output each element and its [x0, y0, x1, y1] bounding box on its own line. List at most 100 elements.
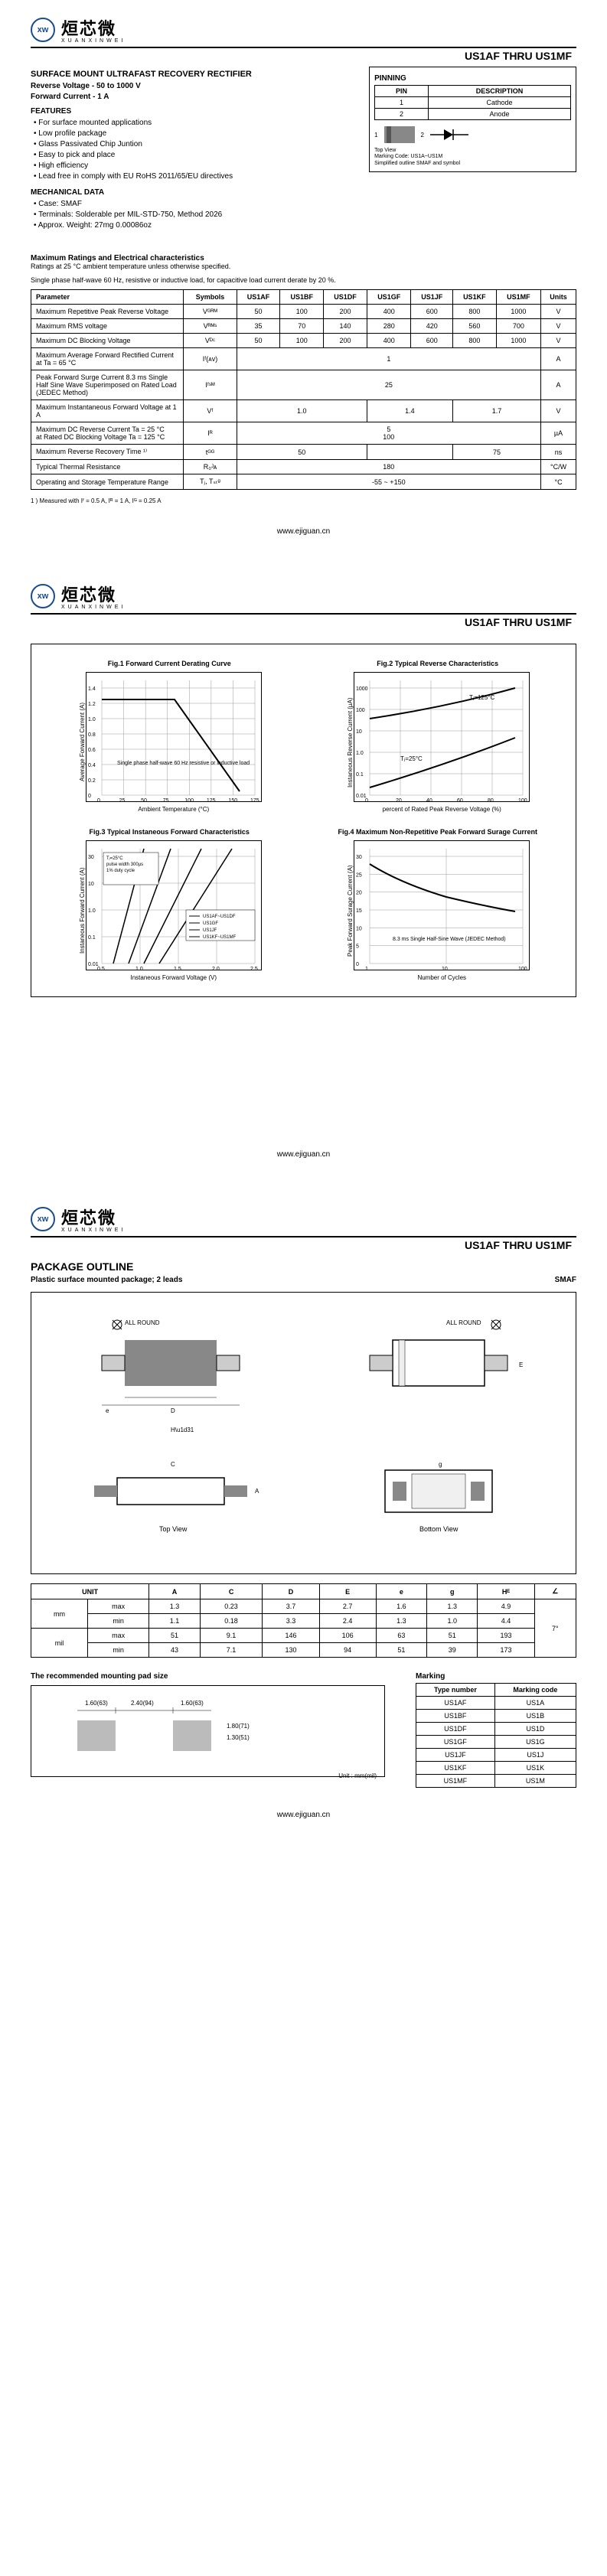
svg-text:1.5: 1.5 — [174, 967, 181, 970]
svg-text:20: 20 — [396, 798, 402, 802]
svg-text:g: g — [439, 1461, 442, 1468]
header-title: US1AF THRU US1MF — [31, 616, 576, 628]
svg-text:e: e — [106, 1407, 109, 1414]
svg-text:5: 5 — [356, 944, 359, 950]
svg-text:0: 0 — [356, 962, 359, 967]
svg-text:D: D — [171, 1407, 175, 1414]
table-row: Maximum RMS voltageVᴿᴹˢ35701402804205607… — [31, 319, 576, 334]
chart-label-2: Tⱼ=25°C — [400, 755, 423, 762]
chart-note: 8.3 ms Single Half-Sine Wave (JEDEC Meth… — [393, 937, 506, 942]
pin-note-3: Simplified outline SMAF and symbol — [374, 161, 571, 167]
package-drawing: ALL ROUND e D H\u1d31 ALL ROUND E — [31, 1292, 576, 1574]
mech-list: Case: SMAFTerminals: Solderable per MIL-… — [31, 199, 348, 231]
chart-ylabel: Instaneous Forward Current (A) — [77, 840, 86, 981]
header-title: US1AF THRU US1MF — [31, 50, 576, 62]
svg-text:Top View: Top View — [159, 1525, 188, 1533]
svg-text:1.4: 1.4 — [88, 686, 96, 692]
table-header: US1KF — [452, 290, 496, 305]
pinning-table: PINDESCRIPTION 1Cathode 2Anode — [374, 85, 571, 120]
logo-cn: 烜芯微 — [61, 15, 126, 40]
reverse-voltage: Reverse Voltage - 50 to 1000 V — [31, 82, 348, 90]
chart-svg: 0.010.11.0101001000020406080100 Tⱼ=125°C… — [354, 672, 530, 802]
header-title: US1AF THRU US1MF — [31, 1239, 576, 1251]
table-row: US1KFUS1K — [416, 1762, 576, 1775]
svg-text:2.0: 2.0 — [212, 967, 220, 970]
package-svg: ALL ROUND e D H\u1d31 ALL ROUND E — [41, 1302, 566, 1562]
mech-title: MECHANICAL DATA — [31, 188, 348, 197]
table-row: Maximum Average Forward Rectified Curren… — [31, 348, 576, 370]
dimensions-table: UNITACDEegHᴱ∠mmmax1.30.233.72.71.61.34.9… — [31, 1583, 576, 1658]
chart-ylabel: Instaneous Reverse Current (µA) — [345, 672, 354, 813]
svg-text:10: 10 — [356, 729, 362, 735]
svg-text:A: A — [255, 1488, 259, 1495]
forward-current: Forward Current - 1 A — [31, 93, 348, 101]
pin-num-2: 2 — [421, 132, 424, 139]
table-row: Maximum DC Blocking VoltageVᴰᶜ5010020040… — [31, 334, 576, 348]
logo-badge: xw — [31, 584, 55, 608]
table-header: Parameter — [31, 290, 184, 305]
table-row: US1DFUS1D — [416, 1723, 576, 1736]
logo-cn: 烜芯微 — [61, 582, 126, 606]
package-title: PACKAGE OUTLINE — [31, 1260, 576, 1273]
chart-xlabel: Number of Cycles — [354, 974, 530, 981]
chart-fig4: Fig.4 Maximum Non-Repetitive Peak Forwar… — [315, 828, 561, 981]
svg-text:H\u1d31: H\u1d31 — [171, 1427, 194, 1433]
table-row: Peak Forward Surge Current 8.3 ms Single… — [31, 370, 576, 400]
table-row: Maximum Instantaneous Forward Voltage at… — [31, 400, 576, 422]
logo-cn: 烜芯微 — [61, 1205, 126, 1229]
svg-text:20: 20 — [356, 891, 362, 896]
svg-text:0.8: 0.8 — [88, 732, 96, 738]
svg-text:80: 80 — [488, 798, 494, 802]
chart-title: Fig.1 Forward Current Derating Curve — [108, 660, 231, 667]
ratings-title: Maximum Ratings and Electrical character… — [31, 254, 576, 262]
chart-svg: 0.010.11.010300.51.01.52.02.5 Tⱼ=25°Cpul… — [86, 840, 262, 970]
svg-text:100: 100 — [184, 798, 194, 802]
main-title: SURFACE MOUNT ULTRAFAST RECOVERY RECTIFI… — [31, 70, 348, 79]
ratings-note-1: Ratings at 25 °C ambient temperature unl… — [31, 262, 576, 272]
svg-text:1.60(63): 1.60(63) — [85, 1700, 108, 1707]
svg-text:1.80(71): 1.80(71) — [227, 1723, 250, 1730]
pin-figure: 1 2 Top View Marking Code: US1A~US1M — [374, 126, 571, 167]
svg-text:ALL ROUND: ALL ROUND — [125, 1319, 160, 1326]
mech-item: Approx. Weight: 27mg 0.00086oz — [34, 220, 348, 231]
footer-link: www.ejiguan.cn — [31, 1811, 576, 1819]
svg-text:C: C — [171, 1461, 175, 1468]
marking-title: Marking — [416, 1672, 576, 1681]
chip-body-icon — [384, 126, 415, 143]
svg-text:30: 30 — [88, 855, 94, 860]
svg-text:100: 100 — [518, 967, 527, 970]
svg-text:175: 175 — [250, 798, 259, 802]
table-header: US1AF — [237, 290, 280, 305]
table-header: US1BF — [280, 290, 324, 305]
pin-head-pin: PIN — [375, 86, 429, 97]
svg-text:0.4: 0.4 — [88, 763, 96, 768]
feature-item: High efficiency — [34, 161, 348, 171]
chart-ylabel: Average Forward Current (A) — [77, 672, 86, 813]
logo-en: XUANXINWEI — [61, 605, 126, 610]
page-3: xw 烜芯微 XUANXINWEI US1AF THRU US1MF PACKA… — [0, 1189, 607, 1850]
chart-xlabel: Ambient Temperature (°C) — [86, 806, 262, 813]
pin-note-1: Top View — [374, 148, 571, 154]
ratings-footnote: 1 ) Measured with Iᶠ = 0.5 A, Iᴿ = 1 A, … — [31, 497, 576, 504]
svg-text:US1JF: US1JF — [203, 928, 217, 933]
chart-xlabel: Instaneous Forward Voltage (V) — [86, 974, 262, 981]
charts-container: Fig.1 Forward Current Derating Curve Ave… — [31, 644, 576, 997]
svg-text:2.5: 2.5 — [250, 967, 258, 970]
svg-text:0: 0 — [365, 798, 368, 802]
table-row: Typical Thermal ResistanceR₀ᴶᴀ180°C/W — [31, 460, 576, 474]
svg-text:1.0: 1.0 — [88, 717, 96, 722]
svg-text:0.1: 0.1 — [356, 772, 364, 778]
table-header: US1JF — [411, 290, 452, 305]
svg-text:0.6: 0.6 — [88, 748, 96, 753]
svg-text:25: 25 — [356, 873, 362, 879]
pin-note-2: Marking Code: US1A~US1M — [374, 154, 571, 160]
table-header: US1MF — [496, 290, 540, 305]
mech-item: Case: SMAF — [34, 199, 348, 210]
table-row: US1JFUS1J — [416, 1749, 576, 1762]
svg-text:1.60(63): 1.60(63) — [181, 1700, 204, 1707]
svg-text:Bottom View: Bottom View — [419, 1525, 459, 1533]
svg-text:125: 125 — [207, 798, 216, 802]
table-row: Maximum DC Reverse Current Ta = 25 °C at… — [31, 422, 576, 445]
svg-text:0.1: 0.1 — [88, 935, 96, 941]
table-row: US1BFUS1B — [416, 1710, 576, 1723]
